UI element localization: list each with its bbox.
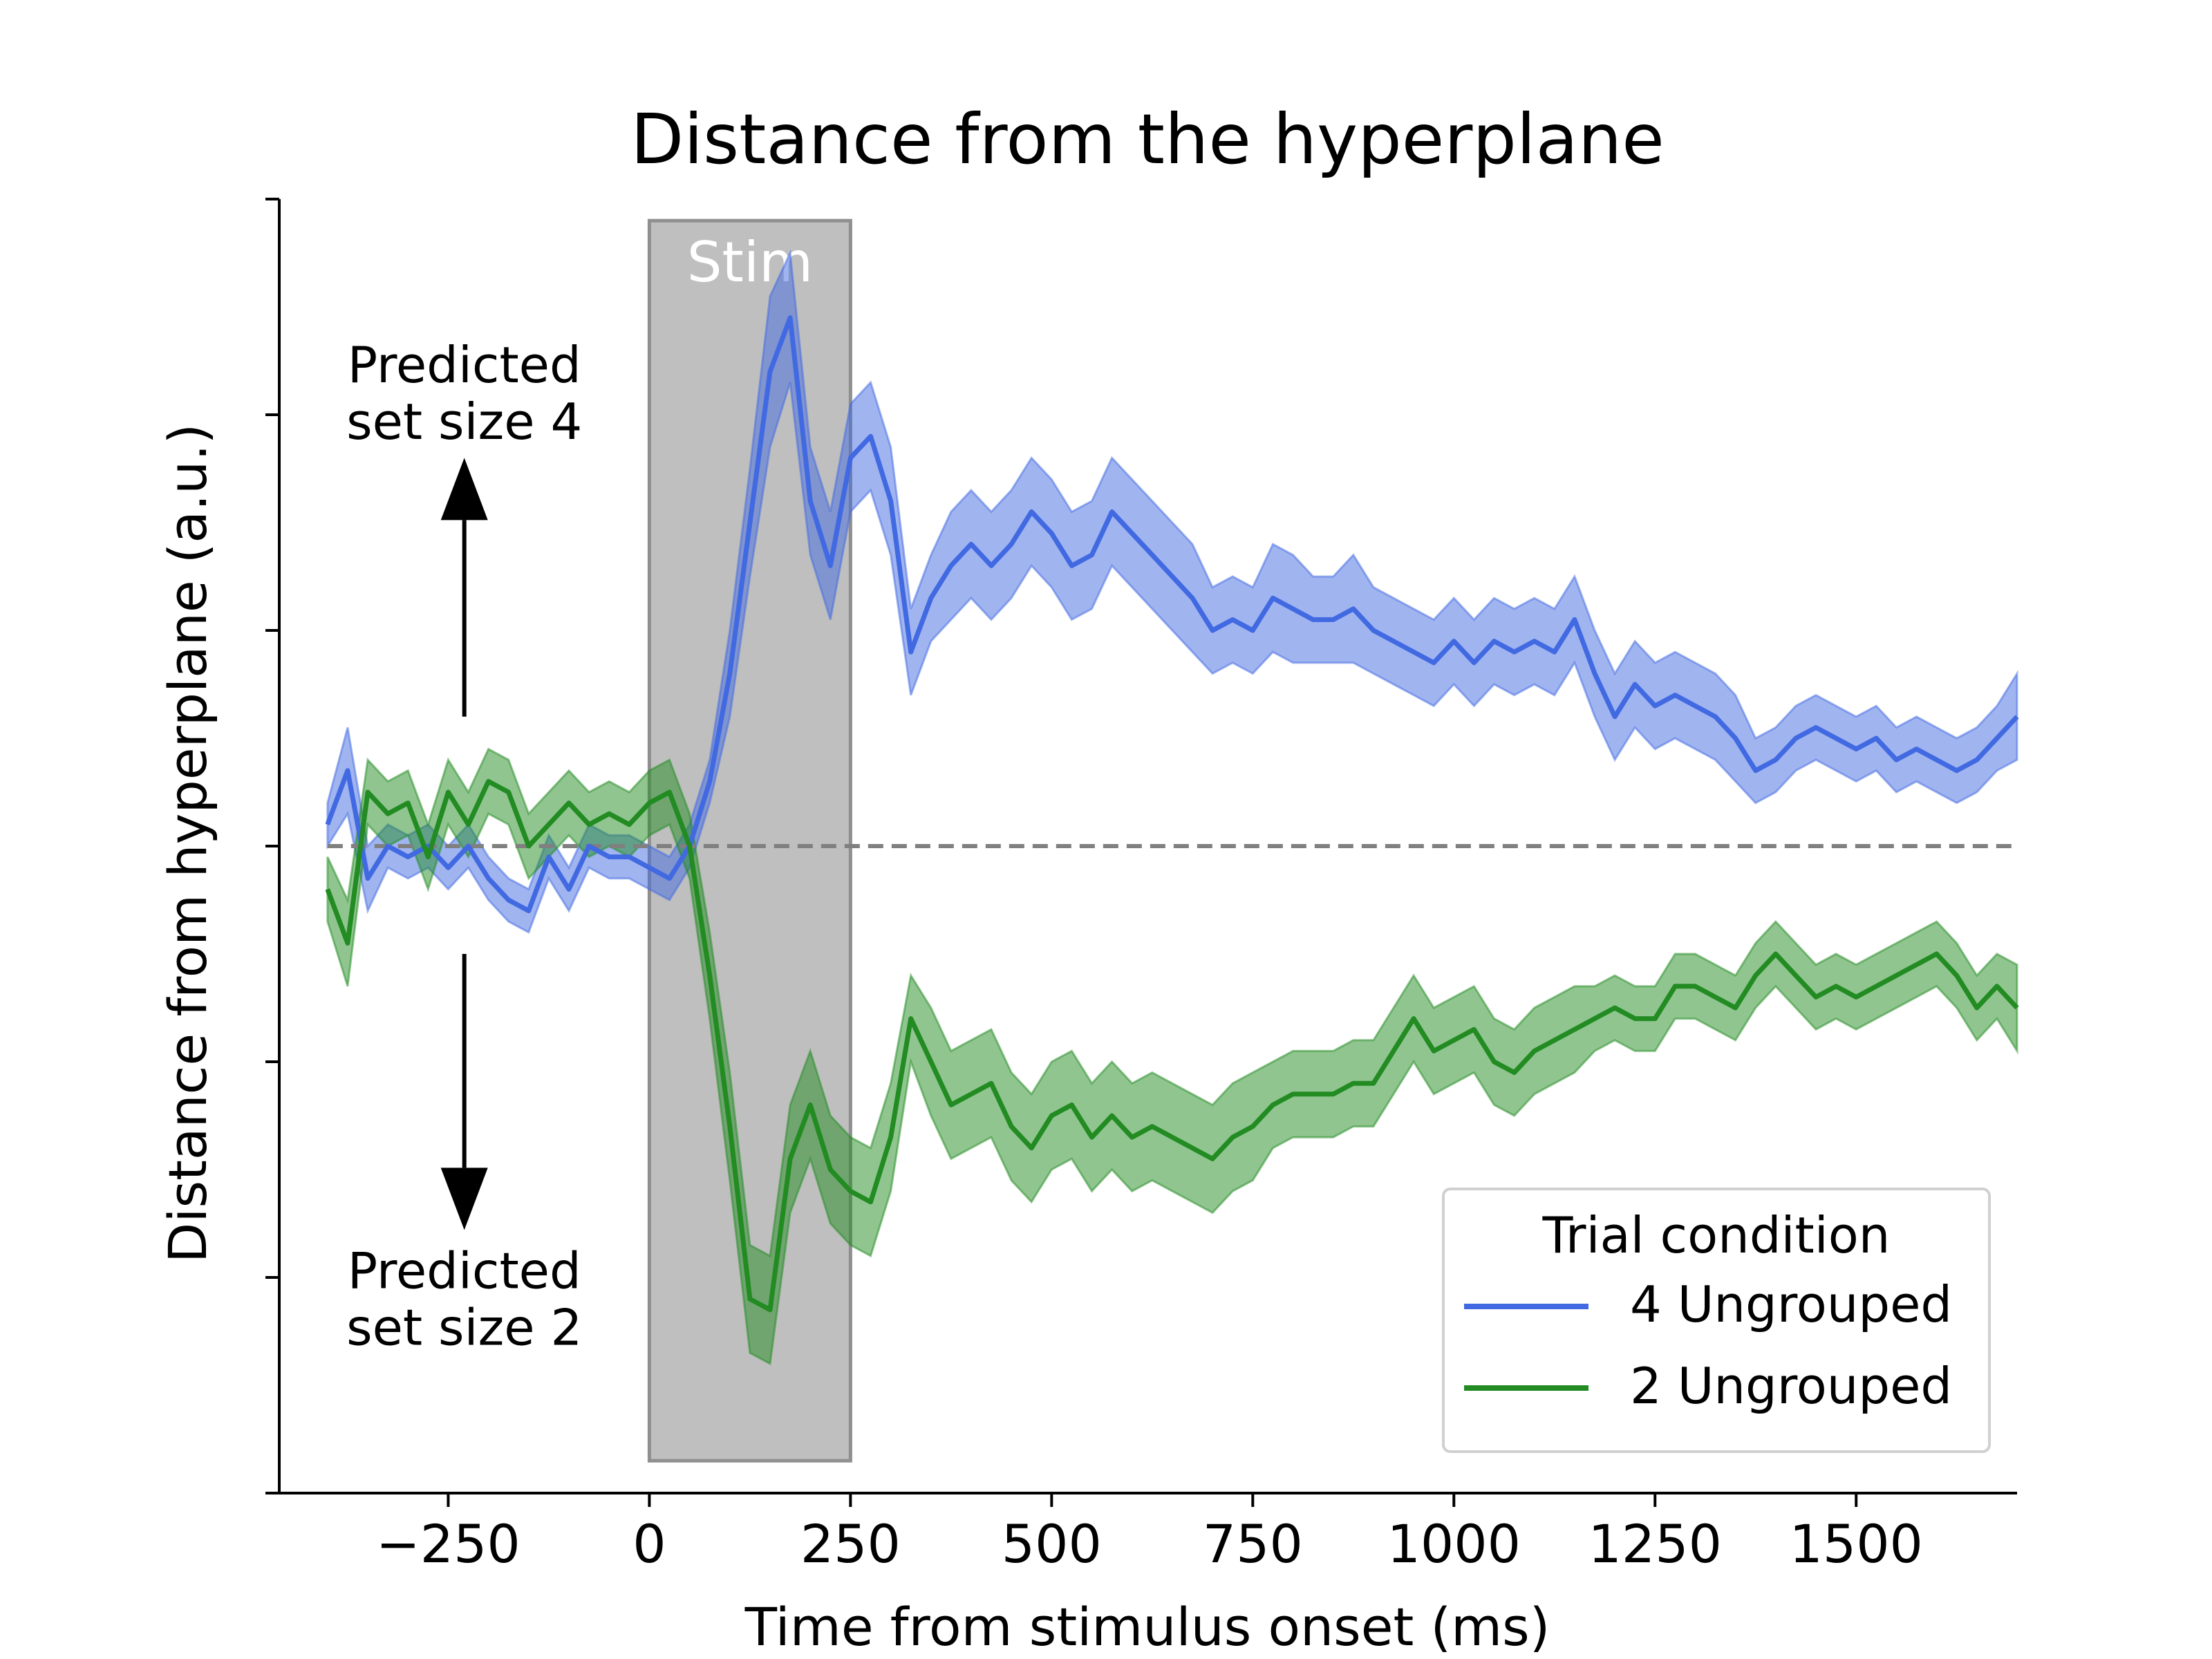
- annotation-line: Predicted: [348, 1242, 581, 1300]
- annotation-0: Predicted set size 4: [346, 336, 582, 451]
- x-tick-label: 1000: [1387, 1513, 1521, 1575]
- x-tick-label: 250: [800, 1513, 901, 1575]
- annotation-line: set size 4: [346, 393, 582, 451]
- legend-entry-0: 4 Ungrouped: [1630, 1275, 1952, 1333]
- x-tick-label: −250: [376, 1513, 521, 1575]
- legend-entry-1: 2 Ungrouped: [1630, 1357, 1952, 1415]
- x-tick-label: 1500: [1790, 1513, 1923, 1575]
- ci-band-series-1: [326, 747, 2018, 1366]
- x-axis-label: Time from stimulus onset (ms): [744, 1596, 1550, 1658]
- series-line-0: [325, 315, 2019, 914]
- annotation-line: set size 2: [346, 1299, 582, 1357]
- annotation-1: Predicted set size 2: [346, 1242, 582, 1357]
- y-axis-label: Distance from hyperplane (a.u.): [157, 424, 218, 1263]
- x-tick-label: 0: [632, 1513, 666, 1575]
- ci-band-series-0: [326, 249, 2018, 934]
- legend-title: Trial condition: [1542, 1206, 1891, 1264]
- series-line-1: [325, 778, 2019, 1313]
- annotation-line: Predicted: [348, 336, 581, 394]
- chart-title: Distance from the hyperplane: [630, 99, 1665, 180]
- arrow-head-1: [440, 1168, 488, 1230]
- x-tick-label: 500: [1002, 1513, 1102, 1575]
- arrow-head-0: [440, 458, 488, 521]
- x-tick-label: 750: [1203, 1513, 1303, 1575]
- x-tick-label: 1250: [1588, 1513, 1722, 1575]
